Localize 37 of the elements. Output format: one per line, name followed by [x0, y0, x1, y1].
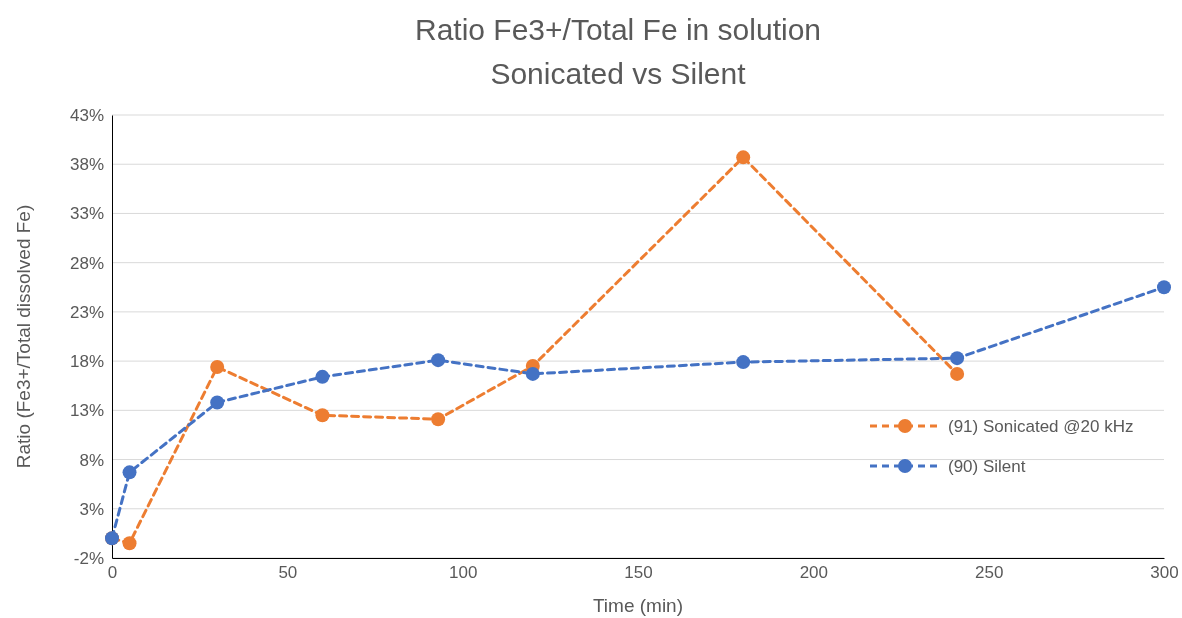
point [315, 369, 330, 384]
legend-label: (91) Sonicated @20 kHz [948, 417, 1134, 436]
point [122, 536, 137, 551]
x-axis-title: Time (min) [592, 595, 684, 616]
point [736, 150, 751, 165]
point [736, 355, 751, 370]
y-tick-label: 33% [69, 204, 104, 224]
y-tick-label: 13% [69, 401, 104, 421]
y-tick-label: 38% [69, 155, 104, 175]
point [950, 351, 965, 366]
point [525, 366, 540, 381]
x-tick-label: 200 [799, 563, 829, 583]
y-tick-label: 3% [79, 499, 104, 519]
chart-subtitle: Sonicated vs Silent [490, 57, 747, 90]
y-tick-label: 43% [69, 105, 104, 125]
x-tick-label: 0 [107, 563, 118, 583]
y-tick-label: -2% [73, 548, 104, 568]
legend-label: (90) Silent [948, 457, 1026, 476]
point [210, 395, 225, 410]
x-tick-label: 300 [1150, 563, 1179, 583]
point [1157, 280, 1171, 295]
x-tick-label: 50 [278, 563, 298, 583]
point [210, 360, 225, 375]
point [315, 408, 330, 423]
y-axis-title: Ratio (Fe3+/Total dissolved Fe) [13, 204, 34, 469]
y-tick-label: 8% [79, 450, 104, 470]
point [431, 412, 446, 427]
point [950, 366, 965, 381]
chart-title: Ratio Fe3+/Total Fe in solution [414, 13, 822, 46]
x-tick-label: 150 [624, 563, 653, 583]
point [431, 353, 446, 368]
x-tick-label: 100 [448, 563, 478, 583]
point [122, 465, 137, 480]
y-tick-label: 28% [69, 253, 104, 273]
y-tick-label: 23% [69, 302, 104, 322]
x-tick-label: 250 [974, 563, 1004, 583]
y-tick-label: 18% [69, 352, 104, 372]
